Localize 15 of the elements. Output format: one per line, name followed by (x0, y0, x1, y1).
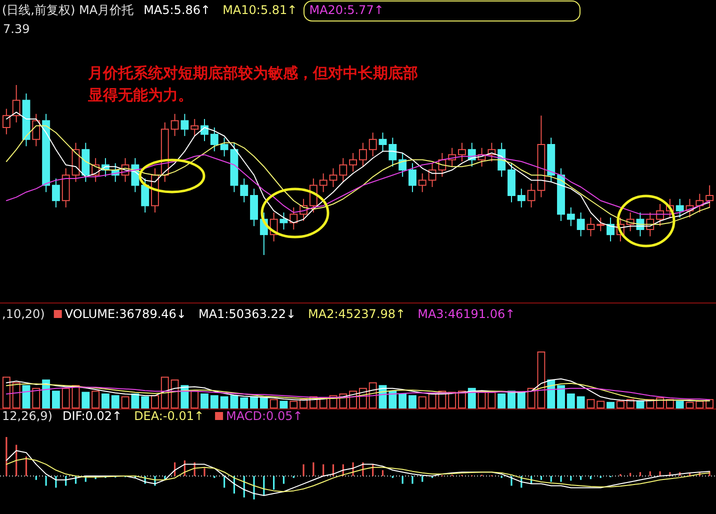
chart-title: 12,26,9) (2, 409, 52, 423)
chart-title: (日线,前复权) MA月价托 (2, 3, 134, 17)
text: 7.39 (3, 22, 30, 36)
text: MA10:5.81↑ (222, 3, 298, 17)
text: DIF:0.02↑ (62, 409, 122, 423)
text: MA1:50363.22↓ (198, 307, 296, 321)
annotation: 月价托系统对短期底部较为敏感，但对中长期底部显得无能为力。 (87, 64, 418, 104)
text: MA3:46191.06↑ (418, 307, 516, 321)
text: MA20:5.77↑ (309, 3, 384, 17)
text: MA5:5.86↑ (144, 3, 211, 17)
text: MA2:45237.98↑ (308, 307, 406, 321)
legend-label: MACD:0.05↑ (226, 409, 303, 423)
chart-title: ,10,20) (2, 307, 45, 321)
legend-label: VOLUME:36789.46↓ (64, 307, 186, 321)
text: DEA:-0.01↑ (134, 409, 204, 423)
